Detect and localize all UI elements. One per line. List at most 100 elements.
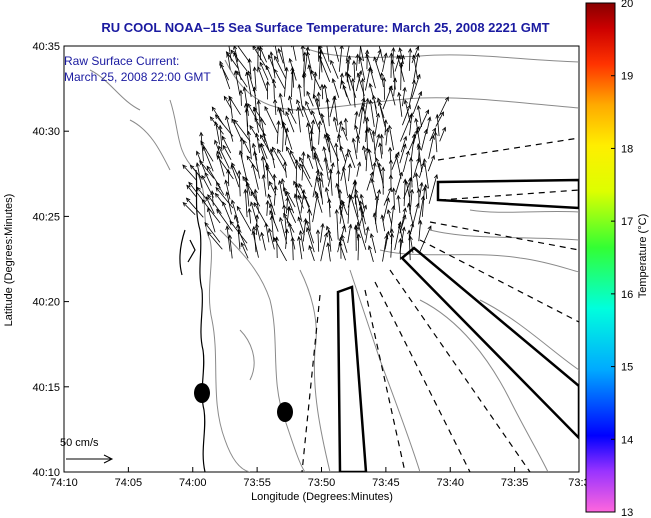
current-vector <box>282 124 284 152</box>
current-vector <box>345 46 350 61</box>
current-vector-head <box>251 230 256 236</box>
current-vector <box>247 103 257 118</box>
current-vector <box>355 125 360 144</box>
current-vector-head <box>229 220 234 226</box>
current-vector-head <box>307 64 312 70</box>
current-vector-head <box>416 188 421 193</box>
current-vector-head <box>415 52 420 58</box>
current-vector-head <box>244 107 249 113</box>
current-vector <box>216 209 233 232</box>
current-vector <box>333 96 339 126</box>
current-vector <box>347 224 352 244</box>
current-vector-head <box>383 52 388 58</box>
current-vector-head <box>318 49 323 55</box>
current-vector <box>308 245 315 262</box>
current-vector <box>320 223 324 243</box>
current-vector-head <box>256 99 261 105</box>
current-vector-head <box>251 142 257 148</box>
current-vector-head <box>273 98 278 104</box>
current-vector <box>297 107 301 133</box>
current-vector <box>421 129 427 151</box>
current-vector-head <box>290 236 295 242</box>
current-vector <box>259 62 269 81</box>
current-vector-head <box>222 201 227 207</box>
current-vector-head <box>303 194 308 200</box>
current-vector-head <box>216 150 221 156</box>
current-vector-head <box>388 174 393 179</box>
current-vector-head <box>322 145 327 151</box>
current-vector-head <box>296 106 301 112</box>
current-vector <box>412 91 422 115</box>
current-vector <box>428 135 434 159</box>
current-vector-head <box>408 47 413 53</box>
current-vector-head <box>385 230 390 236</box>
shipping-lanes <box>336 178 579 472</box>
current-vector-head <box>411 133 416 139</box>
current-vector-head <box>406 104 411 110</box>
current-vector <box>252 46 269 71</box>
current-vector <box>347 55 350 71</box>
x-axis-label: Longitude (Degrees:Minutes) <box>251 491 393 503</box>
current-vector-head <box>247 57 252 63</box>
current-vector <box>304 47 309 72</box>
current-vector-head <box>233 51 238 57</box>
current-vector-head <box>273 236 278 242</box>
current-vector <box>393 78 396 97</box>
current-vector <box>273 79 275 99</box>
current-vector-head <box>440 111 444 117</box>
current-vector <box>244 189 248 218</box>
current-vector-head <box>385 197 390 203</box>
current-vector-head <box>372 161 377 167</box>
current-vector <box>238 170 241 197</box>
current-vector <box>348 73 357 99</box>
current-vector-head <box>309 129 314 135</box>
current-vector <box>295 159 298 186</box>
current-vector-head <box>359 41 362 45</box>
current-vector <box>417 143 423 172</box>
current-vector-head <box>225 115 230 121</box>
current-vector <box>393 188 395 208</box>
current-vector <box>339 189 342 215</box>
current-vector-head <box>210 190 215 195</box>
current-vector <box>385 128 388 146</box>
x-tick-label: 74:00 <box>179 477 207 489</box>
current-vector <box>280 46 286 71</box>
current-vector-head <box>414 129 419 135</box>
x-tick-label: 73:35 <box>501 477 529 489</box>
current-vector-head <box>370 178 375 183</box>
current-vector <box>254 151 260 179</box>
current-vector-head <box>259 61 264 67</box>
current-vector-head <box>327 198 332 203</box>
current-vector <box>300 189 305 214</box>
current-vector <box>265 223 270 243</box>
current-vector-head <box>326 225 330 231</box>
current-vector <box>240 242 249 259</box>
current-vector-head <box>314 190 319 196</box>
current-vector <box>306 91 314 107</box>
current-vector-head <box>389 52 394 57</box>
current-vector <box>370 233 377 254</box>
current-vector-head <box>182 164 187 170</box>
current-vector-head <box>365 226 370 231</box>
current-vector-head <box>399 171 404 177</box>
current-vector-head <box>397 223 403 229</box>
current-vector-head <box>288 206 292 212</box>
current-vector-head <box>367 148 372 154</box>
current-vector <box>234 52 242 81</box>
current-vector <box>319 46 332 73</box>
current-vector-head <box>216 154 221 160</box>
current-vector <box>408 48 411 71</box>
current-vector-head <box>209 116 215 121</box>
current-vector-head <box>199 131 204 137</box>
current-vector-head <box>414 117 419 123</box>
current-vector <box>381 134 383 155</box>
current-vector <box>186 185 197 197</box>
current-vector <box>190 165 203 179</box>
current-vector-head <box>299 163 304 168</box>
current-vector <box>278 48 284 64</box>
current-vector <box>259 46 267 63</box>
current-vector <box>341 126 348 141</box>
current-vector-head <box>365 97 370 103</box>
current-vector <box>425 184 428 200</box>
current-vector <box>199 160 215 179</box>
